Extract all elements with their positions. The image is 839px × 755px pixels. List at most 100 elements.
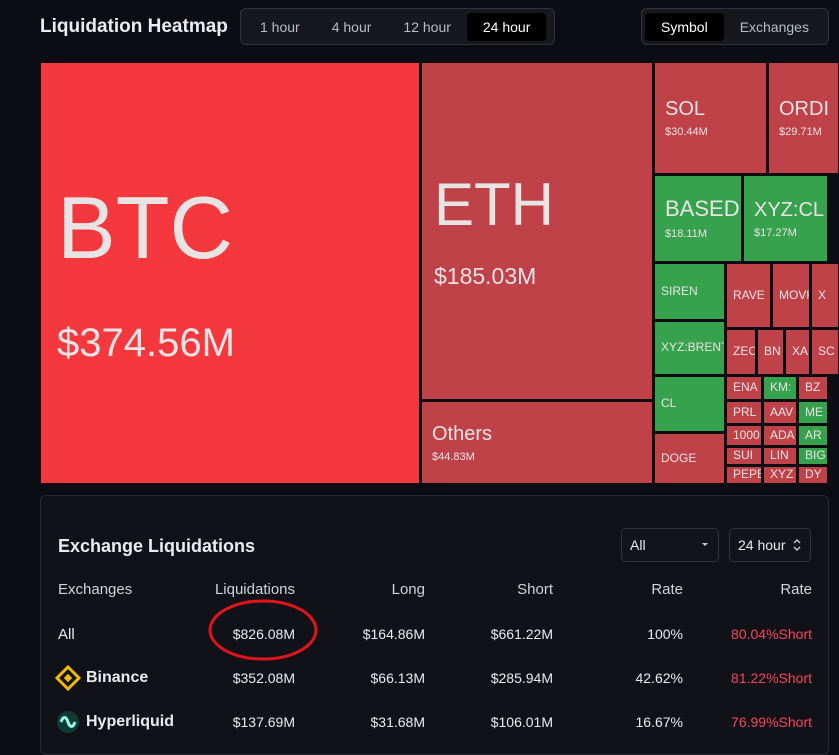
dropdown-icon [702,543,708,546]
heatmap-tile[interactable]: LIN [763,447,797,465]
filter-select[interactable]: All [621,528,719,562]
column-header: Rate [651,581,683,598]
heatmap-tile[interactable]: ADA [763,425,797,446]
time-tab[interactable]: 12 hour [403,18,451,35]
heatmap-tile[interactable]: SUI [726,447,762,465]
heatmap-tile[interactable]: PEPE [726,466,762,484]
column-header: Rate [780,581,812,598]
view-tab[interactable]: Exchanges [739,18,809,35]
heatmap-tile[interactable]: DOGE [654,433,725,484]
tile-symbol: ORDI [779,98,829,120]
view-tabs: Symbol Exchanges [641,8,829,45]
tile-symbol: BASED [665,196,740,222]
tile-value: $374.56M [57,320,235,365]
heatmap-tile[interactable]: BN [757,329,784,375]
heatmap-tile[interactable]: BASED $18.11M [654,175,742,262]
column-header: Liquidations [214,581,295,598]
time-tab[interactable]: 4 hour [331,18,372,35]
table-cell: 80.04%Short [731,626,812,642]
heatmap-tile[interactable]: DY [798,466,828,484]
period-select[interactable]: 24 hour [729,528,811,562]
heatmap-tile[interactable]: ENA [726,376,762,400]
table-cell: $31.68M [370,714,425,730]
tile-symbol: ZEC [733,344,756,359]
heatmap-tile[interactable]: CL [654,376,725,432]
tile-symbol: X [818,287,827,302]
tile-symbol: SIREN [661,283,698,298]
tile-symbol: SOL [665,98,706,120]
heatmap-tile[interactable]: ME [798,401,828,424]
heatmap-tile[interactable]: AR [798,425,828,446]
heatmap-tile[interactable]: MOVR [772,263,810,328]
heatmap-tile[interactable]: Others $44.83M [421,401,653,484]
stepper-icon [793,539,801,551]
tile-symbol: KM: [770,380,792,395]
table-cell: 81.22%Short [731,670,812,686]
tile-symbol: CL [661,396,677,411]
tile-symbol: BZ [805,380,821,395]
tile-symbol: 1000 [733,427,760,442]
table-cell: $164.86M [362,626,425,642]
table-cell: $66.13M [370,670,425,686]
tile-symbol: SUI [733,448,754,463]
tile-symbol: ETH [434,170,554,238]
table-cell: 100% [647,626,683,642]
view-tab[interactable]: Symbol [645,12,724,41]
heatmap-tile[interactable]: ETH $185.03M [421,62,653,400]
table-cell: 16.67% [635,714,683,730]
time-tab[interactable]: 1 hour [260,18,300,35]
heatmap-tile[interactable]: RAVE [726,263,771,328]
filter-value: All [630,537,646,553]
tile-symbol: BN [764,344,781,359]
tile-value: $30.44M [665,126,708,138]
heatmap-tile[interactable]: PRL [726,401,762,424]
column-header: Exchanges [58,581,133,598]
exchange-name: All [58,626,75,643]
tile-symbol: DOGE [661,450,697,465]
heatmap-tile[interactable]: AAV [763,401,797,424]
exchange-name: Binance [86,669,149,686]
tile-symbol: Others [432,422,493,445]
tile-value: $185.03M [434,263,537,290]
heatmap-tile[interactable]: SIREN [654,263,725,320]
heatmap-tile[interactable]: X [811,263,839,328]
heatmap-tile[interactable]: BTC $374.56M [40,62,420,484]
heatmap-tile[interactable]: KM: [763,376,797,400]
tile-symbol: AAV [770,404,794,419]
time-tabs: 1 hour 4 hour 12 hour 24 hour [240,8,555,45]
tile-symbol: PEPE [733,467,762,482]
table-cell: $661.22M [490,626,553,642]
heatmap-tile[interactable]: BIG [798,447,828,465]
tile-value: $17.27M [754,226,797,239]
heatmap-tile[interactable]: ORDI $29.71M [768,62,839,174]
tile-value: $18.11M [665,227,707,240]
heatmap-tile[interactable]: XYZ [763,466,797,484]
panel-title: Exchange Liquidations [58,536,256,556]
heatmap-tile[interactable]: XA [785,329,810,375]
tile-symbol: PRL [733,404,757,419]
period-value: 24 hour [738,537,786,553]
heatmap-tile[interactable]: BZ [798,376,828,400]
tile-symbol: DY [805,467,822,482]
tile-symbol: XYZ:BRENT [661,340,725,355]
column-header: Short [517,581,553,598]
table-cell: 42.62% [635,670,683,686]
tile-symbol: RAVE [733,287,765,302]
tile-symbol: ENA [733,380,758,395]
tile-symbol: SC [818,344,835,359]
tile-symbol: BTC [57,178,233,278]
tile-symbol: AR [805,427,822,442]
tile-symbol: LIN [770,448,789,463]
heatmap-tile[interactable]: 1000 [726,425,762,446]
tile-symbol: XA [792,344,809,359]
heatmap-tile[interactable]: XYZ:BRENT [654,321,725,375]
heatmap-tile[interactable]: ZEC [726,329,756,375]
heatmap-tile[interactable]: SC [811,329,839,375]
heatmap-tile[interactable]: SOL $30.44M [654,62,767,174]
table-cell: $352.08M [232,670,295,686]
heatmap-tile[interactable]: XYZ:CL $17.27M [743,175,828,262]
exchange-name: Hyperliquid [86,713,175,730]
table-cell: $285.94M [490,670,553,686]
time-tab[interactable]: 24 hour [466,12,547,41]
